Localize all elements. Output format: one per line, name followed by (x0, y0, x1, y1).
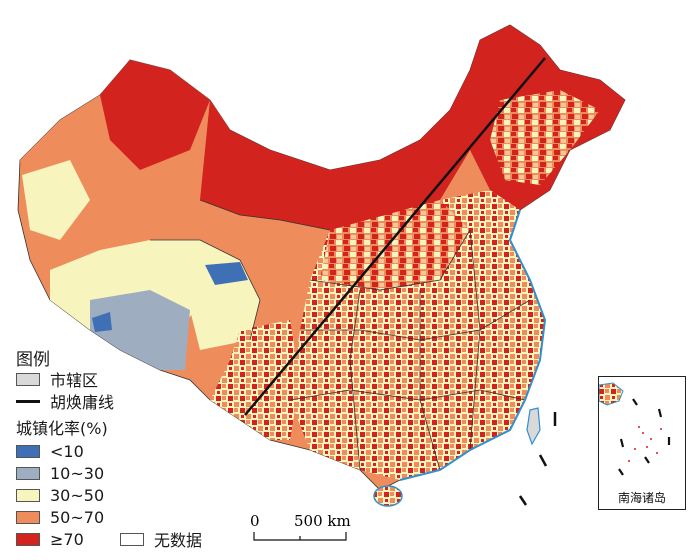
class-swatch (16, 444, 40, 458)
province-boundaries (150, 199, 531, 471)
class-swatch (16, 532, 40, 546)
scale-zero: 0 (250, 512, 260, 530)
legend-class-1: <10 (16, 441, 84, 461)
legend-nodata-label: 无数据 (154, 531, 203, 550)
legend-nodata: 无数据 (120, 529, 203, 550)
legend-class-label: 50~70 (50, 507, 105, 527)
legend-class-label: 30~50 (50, 485, 105, 505)
legend-class-5: ≥70 (16, 529, 84, 549)
legend-class-label: 10~30 (50, 463, 105, 483)
legend-huline-label: 胡焕庸线 (50, 393, 115, 412)
taiwan-island (526, 407, 541, 446)
region-north-china (320, 200, 470, 290)
south-china-sea-inset: 南海诸岛 (598, 376, 686, 510)
class-swatch (16, 488, 40, 502)
legend-class-label: <10 (50, 441, 84, 461)
coastline (399, 209, 547, 481)
region-north-red (100, 60, 210, 170)
maritime-dashes (518, 412, 557, 506)
scale-bar-graphic (253, 532, 347, 541)
municipal-swatch (16, 372, 40, 386)
region-southwest (210, 320, 300, 440)
region-inner-mongolia (200, 60, 500, 230)
class-swatch (16, 510, 40, 524)
region-blue-3 (92, 312, 112, 332)
legend-municipal: 市辖区 (16, 369, 99, 390)
inset-label: 南海诸岛 (617, 491, 666, 505)
legend-class-4: 50~70 (16, 507, 104, 527)
nodata-swatch (120, 532, 144, 546)
huline-swatch (16, 399, 40, 403)
legend-class-label: ≥70 (50, 529, 84, 549)
legend-rate-title: 城镇化率(%) (16, 419, 108, 438)
inset-map (598, 382, 671, 476)
hu-huanyong-line (244, 57, 546, 416)
region-tibet-gray (90, 290, 190, 370)
class-swatch (16, 466, 40, 480)
legend: 图例 市辖区 胡焕庸线 城镇化率(%) <10 10~30 30~50 50~7… (12, 345, 252, 555)
scale-distance: 500 km (294, 512, 351, 530)
region-blue-2 (205, 262, 248, 285)
legend-title: 图例 (16, 350, 50, 370)
scale-bar: 0 500 km (248, 512, 368, 552)
legend-class-2: 10~30 (16, 463, 104, 483)
hainan-island (373, 485, 403, 507)
legend-huline: 胡焕庸线 (16, 391, 115, 412)
legend-municipal-label: 市辖区 (50, 371, 99, 390)
legend-class-3: 30~50 (16, 485, 104, 505)
region-west-pale (22, 160, 90, 240)
region-northeast-mix (490, 90, 600, 185)
